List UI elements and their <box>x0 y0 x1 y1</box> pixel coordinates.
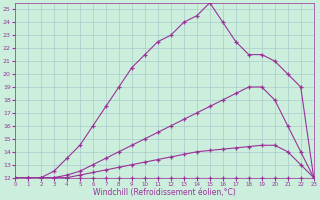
X-axis label: Windchill (Refroidissement éolien,°C): Windchill (Refroidissement éolien,°C) <box>93 188 236 197</box>
